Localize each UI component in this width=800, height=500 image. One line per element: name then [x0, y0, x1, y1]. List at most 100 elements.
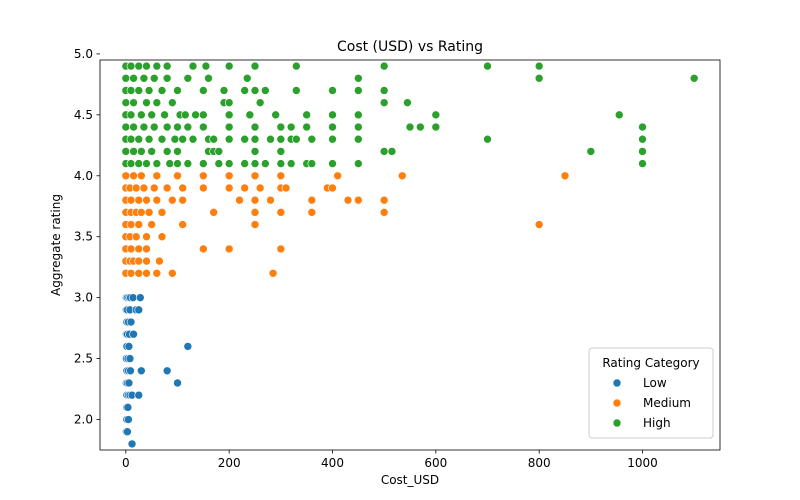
data-point: [157, 208, 167, 217]
data-point: [276, 208, 286, 217]
data-point: [255, 183, 265, 193]
data-point: [121, 98, 131, 107]
data-point: [126, 86, 136, 95]
legend-title: Rating Category: [602, 356, 699, 370]
data-point: [152, 98, 162, 107]
data-point: [242, 73, 252, 83]
data-point: [129, 147, 138, 156]
data-point: [224, 61, 234, 71]
data-point: [162, 366, 172, 376]
data-point: [178, 220, 187, 229]
axes-frame: [99, 59, 721, 451]
data-point: [173, 171, 182, 181]
x-tick-label: 1000: [627, 456, 658, 470]
data-point: [209, 134, 218, 144]
data-point: [240, 134, 249, 144]
data-point: [534, 73, 544, 83]
data-point: [255, 98, 265, 107]
data-point: [147, 147, 156, 156]
data-point: [224, 122, 234, 132]
data-point: [183, 73, 193, 83]
data-point: [137, 208, 146, 217]
x-tick-label: 200: [218, 456, 241, 470]
data-point: [266, 195, 275, 205]
data-point: [129, 98, 138, 107]
data-point: [199, 244, 208, 254]
data-point: [134, 390, 144, 400]
legend-frame: [588, 347, 714, 439]
data-point: [126, 61, 136, 71]
data-point: [250, 134, 260, 144]
data-point: [245, 110, 255, 120]
data-point: [250, 220, 260, 229]
data-point: [240, 86, 249, 95]
data-point: [121, 147, 131, 156]
data-point: [129, 171, 138, 181]
data-point: [168, 268, 177, 278]
data-point: [126, 317, 136, 327]
data-point: [638, 159, 647, 168]
data-point: [199, 110, 208, 120]
data-point: [276, 122, 286, 132]
data-point: [155, 256, 164, 266]
data-point: [147, 220, 156, 229]
data-point: [149, 122, 159, 132]
data-point: [137, 366, 146, 376]
series-low: [122, 293, 193, 449]
data-point: [142, 232, 151, 242]
legend-label-medium: Medium: [643, 396, 691, 410]
data-point: [178, 134, 187, 144]
data-point: [134, 220, 144, 229]
data-point: [137, 147, 146, 156]
data-point: [134, 159, 144, 168]
data-point: [142, 61, 151, 71]
data-point: [134, 256, 144, 266]
data-point: [240, 183, 249, 193]
data-point: [142, 268, 151, 278]
data-point: [162, 122, 172, 132]
data-point: [333, 171, 342, 181]
data-point: [209, 208, 218, 217]
data-point: [157, 232, 167, 242]
data-point: [129, 329, 138, 339]
data-point: [127, 439, 137, 449]
data-point: [126, 134, 136, 144]
data-point: [224, 183, 234, 193]
data-point: [328, 159, 337, 168]
data-point: [224, 98, 234, 107]
data-point: [250, 122, 260, 132]
data-point: [173, 378, 182, 388]
data-point: [134, 305, 144, 315]
data-point: [134, 244, 144, 254]
data-point: [689, 73, 699, 83]
data-point: [199, 183, 208, 193]
data-point: [123, 403, 133, 412]
x-tick-label: 800: [528, 456, 551, 470]
data-point: [121, 73, 131, 83]
data-point: [387, 147, 397, 156]
data-point: [534, 61, 544, 71]
data-point: [121, 122, 131, 132]
data-point: [286, 122, 296, 132]
data-point: [292, 61, 301, 71]
data-point: [307, 134, 317, 144]
data-point: [250, 208, 260, 217]
data-point: [214, 159, 224, 168]
data-point: [354, 110, 363, 120]
data-point: [152, 268, 162, 278]
data-point: [157, 134, 167, 144]
data-point: [121, 171, 131, 181]
data-point: [276, 171, 286, 181]
data-point: [292, 134, 301, 144]
data-point: [307, 195, 317, 205]
data-point: [144, 134, 154, 144]
data-point: [152, 159, 162, 168]
data-point: [124, 378, 134, 388]
data-point: [224, 110, 234, 120]
legend-marker-low: [612, 378, 622, 388]
data-point: [157, 86, 167, 95]
data-point: [178, 183, 187, 193]
data-point: [266, 134, 275, 144]
data-point: [307, 159, 317, 168]
